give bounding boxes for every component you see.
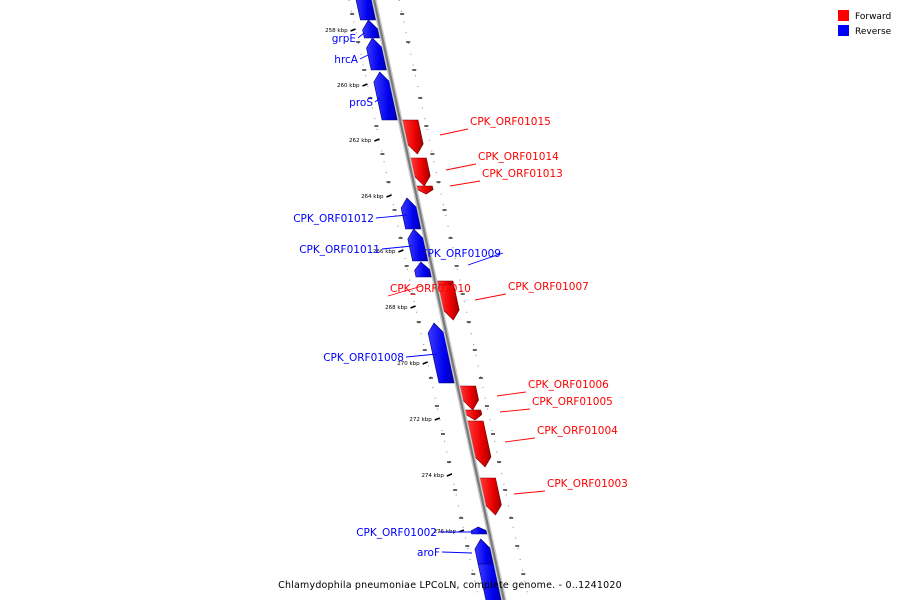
caption: Chlamydophila pneumoniae LPCoLN, complet… (278, 580, 622, 591)
gene-arrow-cpk_orf01002[interactable] (470, 526, 488, 535)
scale-tick-label: 274 kbp (421, 473, 444, 479)
scale-tick-mark (398, 249, 404, 253)
leader-line (499, 408, 531, 413)
scale-tick-label: 266 kbp (373, 249, 396, 255)
gene-label-cpk_orf01009[interactable]: CPK_ORF01009 (420, 248, 501, 260)
gene-label-pros[interactable]: proS (349, 97, 373, 109)
scale-tick-mark (434, 417, 441, 421)
leader-line (467, 252, 504, 266)
gene-label-cpk_orf01007[interactable]: CPK_ORF01007 (508, 281, 589, 293)
gene-arrow-cpk_orf01013[interactable] (415, 185, 434, 195)
gene-label-cpk_orf01006[interactable]: CPK_ORF01006 (528, 379, 609, 391)
gene-label-cpk_orf01011[interactable]: CPK_ORF01011 (299, 244, 380, 256)
leader-line (474, 293, 507, 301)
scale-tick-label: 270 kbp (397, 361, 420, 367)
gene-label-cpk_orf01005[interactable]: CPK_ORF01005 (532, 396, 613, 408)
scale-tick-label: 268 kbp (385, 305, 408, 311)
gene-label-cpk_orf01013[interactable]: CPK_ORF01013 (482, 168, 563, 180)
scale-tick-mark (446, 473, 453, 477)
gene-label-grpe[interactable]: grpE (332, 33, 356, 45)
leader-line (496, 391, 527, 397)
gene-arrow-cpk_orf01005[interactable] (464, 409, 483, 421)
scale-tick-label: 262 kbp (349, 138, 372, 144)
gene-label-cpk_orf01004[interactable]: CPK_ORF01004 (537, 425, 618, 437)
leader-line (513, 490, 546, 495)
gene-arrow-pros[interactable] (373, 71, 399, 121)
legend: Forward Reverse (838, 10, 892, 37)
leader-line (441, 551, 473, 554)
gene-label-cpk_orf01002[interactable]: CPK_ORF01002 (356, 527, 437, 539)
gene-label-cpk_orf01010[interactable]: CPK_ORF01010 (390, 283, 471, 295)
leader-line (374, 97, 381, 103)
leader-line (381, 245, 413, 250)
scale-tick-label: 260 kbp (337, 83, 360, 89)
scale-tick-mark (350, 28, 356, 32)
scale-tick-mark (422, 361, 428, 365)
scale-tick-mark (374, 138, 380, 142)
gene-label-cpk_orf01003[interactable]: CPK_ORF01003 (547, 478, 628, 490)
gene-label-cpk_orf01015[interactable]: CPK_ORF01015 (470, 116, 551, 128)
scale-tick-label: 264 kbp (361, 194, 384, 200)
legend-forward-label: Forward (855, 12, 891, 22)
leader-line (504, 437, 536, 443)
scale-tick-mark (362, 83, 368, 87)
gene-labels: grpE hrcA proS CPK_ORF01015 CPK_ORF01014 CPK_… (293, 32, 628, 559)
scale-tick-mark (386, 194, 392, 198)
leader-line (405, 353, 438, 358)
gene-label-arof[interactable]: aroF (417, 547, 440, 559)
genome-backbone (371, 0, 507, 600)
legend-forward-swatch (838, 10, 849, 21)
leader-line (439, 128, 469, 136)
gene-arrow-hrca[interactable] (366, 37, 388, 71)
leader-line (445, 163, 477, 171)
gene-arrow-cpk_orf01011[interactable] (407, 228, 429, 262)
gene-label-hrca[interactable]: hrcA (334, 54, 359, 66)
gene-label-cpk_orf01008[interactable]: CPK_ORF01008 (323, 352, 404, 364)
leader-line (387, 285, 423, 297)
scale-tick-label: 258 kbp (325, 28, 348, 34)
leader-line (359, 54, 369, 60)
gene-label-cpk_orf01014[interactable]: CPK_ORF01014 (478, 151, 559, 163)
legend-reverse-label: Reverse (855, 27, 892, 37)
gene-features (355, 0, 503, 600)
leader-line (375, 214, 408, 219)
leader-line (449, 180, 481, 187)
legend-reverse-swatch (838, 25, 849, 36)
gene-arrow-cpk_orf01008[interactable] (427, 322, 456, 384)
scale-tick-label: 272 kbp (409, 417, 432, 423)
gene-label-cpk_orf01012[interactable]: CPK_ORF01012 (293, 213, 374, 225)
leader-line (357, 32, 365, 39)
scale-tick-mark (410, 305, 416, 309)
gene-arrow-cpk_orf01009[interactable] (414, 261, 433, 278)
